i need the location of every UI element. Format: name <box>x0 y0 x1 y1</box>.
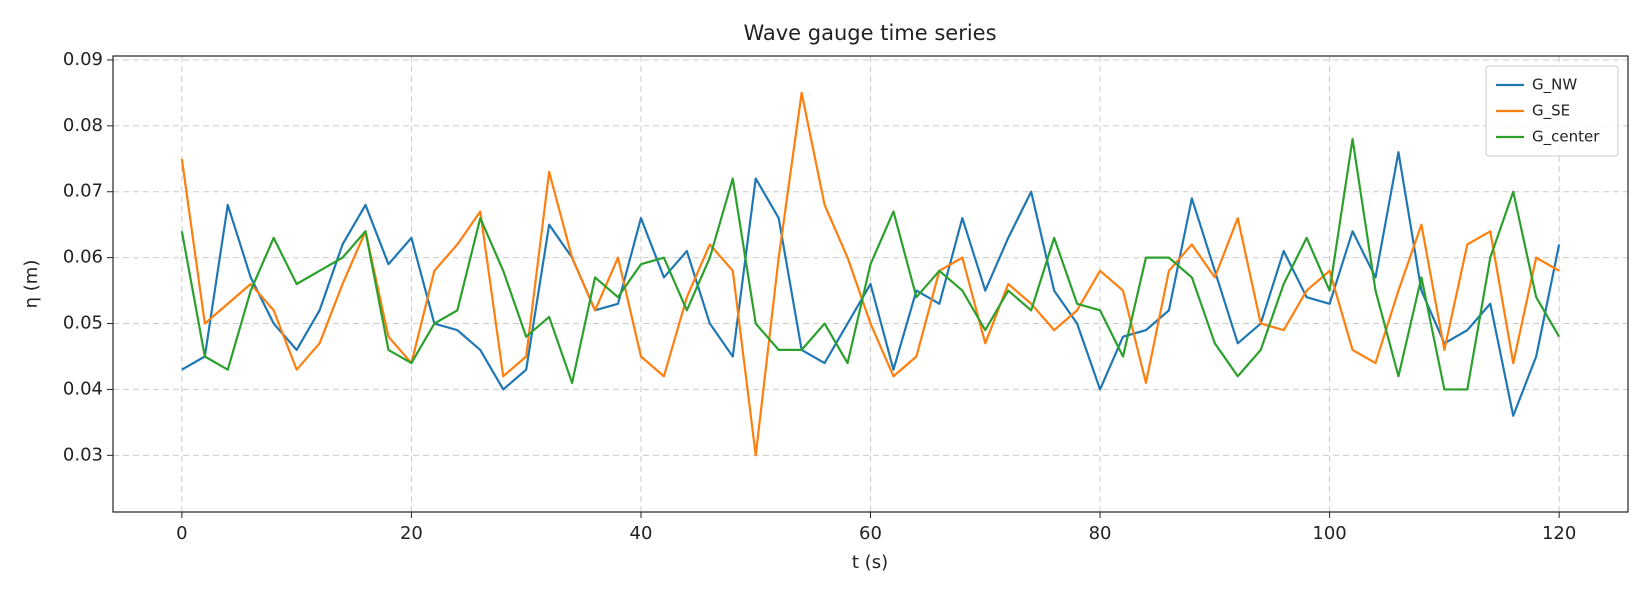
plot-frame <box>112 55 1629 513</box>
x-tick-label: 120 <box>1542 523 1576 544</box>
legend-box <box>1485 65 1619 157</box>
x-axis-label: t (s) <box>852 552 888 573</box>
x-tick-label: 20 <box>400 523 423 544</box>
x-tick-label: 100 <box>1312 523 1346 544</box>
y-tick-label: 0.05 <box>63 313 103 334</box>
x-tick-label: 60 <box>859 523 882 544</box>
y-tick-label: 0.06 <box>63 247 103 268</box>
series-line <box>180 137 1561 391</box>
y-tick-label: 0.07 <box>63 181 103 202</box>
x-tick-label: 0 <box>176 523 187 544</box>
x-tick-label: 40 <box>630 523 653 544</box>
legend-label: G_NW <box>1532 76 1577 95</box>
legend-label: G_SE <box>1532 102 1570 121</box>
y-tick-label: 0.04 <box>63 378 103 399</box>
y-tick-label: 0.09 <box>63 49 103 70</box>
y-axis-label: η (m) <box>21 260 42 309</box>
x-tick-label: 80 <box>1089 523 1112 544</box>
chart-title: Wave gauge time series <box>743 21 996 45</box>
legend-label: G_center <box>1532 128 1600 147</box>
series-line <box>181 151 1561 417</box>
y-tick-label: 0.08 <box>63 115 103 136</box>
y-tick-label: 0.03 <box>63 444 103 465</box>
